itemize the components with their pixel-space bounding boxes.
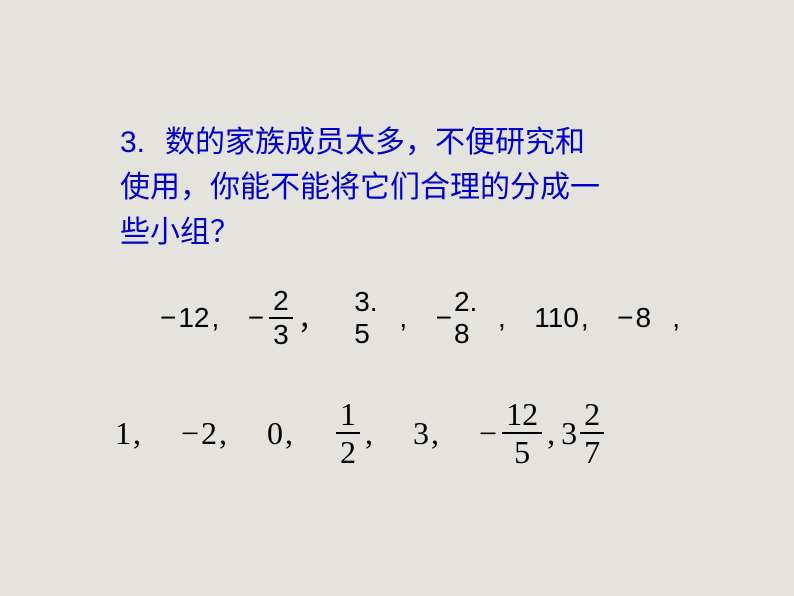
term-1-2: 1 2 ,	[333, 396, 373, 470]
math-row-1: −12, − 2 3 ， 3. 5, −2. 8, 110, −8 ,	[160, 285, 680, 351]
question-line2: 使用，你能不能将它们合理的分成一	[120, 171, 600, 204]
term-1: 1,	[115, 415, 141, 452]
fraction-1-2: 1 2	[336, 396, 360, 470]
fraction-2-7: 2 7	[580, 396, 604, 470]
question-number: 3.	[120, 126, 145, 159]
term-110: 110,	[534, 302, 588, 334]
question-line1: 数的家族成员太多，不便研究和	[165, 126, 585, 159]
term-3-2-7: 3 2 7	[561, 396, 607, 470]
term-0: 0,	[267, 415, 293, 452]
term-3: 3,	[413, 415, 439, 452]
term-neg-2-3: − 2 3 ，	[248, 285, 326, 351]
question-text: 3. 数的家族成员太多，不便研究和 使用，你能不能将它们合理的分成一 些小组？	[120, 120, 680, 255]
fraction-12-5: 12 5	[502, 396, 542, 470]
question-line3: 些小组？	[120, 216, 240, 249]
fraction-2-3: 2 3	[269, 285, 293, 351]
term-neg12: −12,	[160, 302, 219, 334]
trailing-comma: ,	[672, 302, 680, 334]
slide-content: 3. 数的家族成员太多，不便研究和 使用，你能不能将它们合理的分成一 些小组？ −…	[120, 120, 680, 470]
math-row-2: 1, −2, 0, 1 2 , 3, − 12	[115, 396, 680, 470]
term-neg-12-5: − 12 5 ,	[479, 396, 555, 470]
term-neg2: −2,	[181, 415, 227, 452]
term-3-5: 3. 5,	[354, 286, 407, 350]
term-neg-2-8: −2. 8,	[436, 286, 506, 350]
term-neg8: −8	[617, 302, 651, 334]
